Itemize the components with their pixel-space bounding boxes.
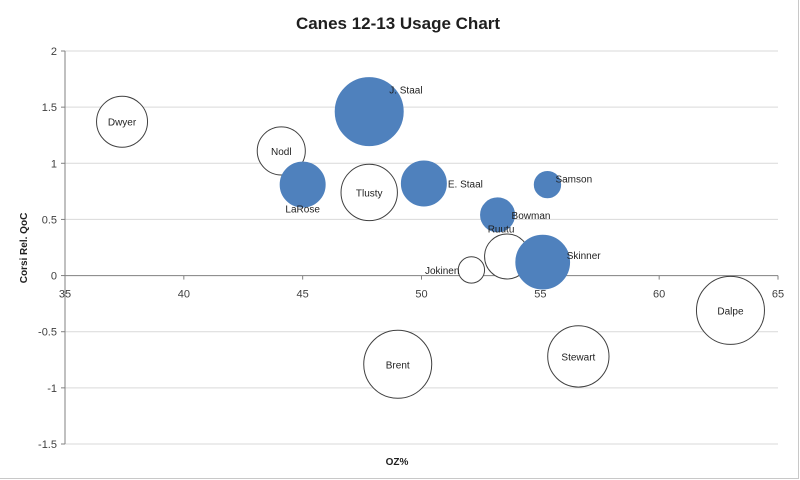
y-tick-label: 0.5 <box>42 214 57 226</box>
bubble-label: Jokinen <box>425 266 459 277</box>
y-tick-label: 0 <box>51 271 57 283</box>
bubble-label: LaRose <box>285 205 320 216</box>
tick-labels: -1.5 -1 -0.5 0 0.5 1 1.5 2 35 40 45 50 55 60 65 <box>38 46 784 451</box>
bubble-dalpe <box>695 275 765 345</box>
axes <box>61 50 779 445</box>
x-tick-label: 40 <box>178 289 190 301</box>
y-tick-label: 1 <box>51 158 57 170</box>
bubbles <box>96 77 765 399</box>
y-tick-label: -0.5 <box>38 327 57 339</box>
bubble-label: Brent <box>386 360 410 371</box>
bubble-label: Ruutu <box>488 224 515 235</box>
bubble-label: Nodl <box>271 147 292 158</box>
bubble-label: Bowman <box>512 211 551 222</box>
bubble-tlusty <box>340 163 398 222</box>
bubble-dwyer <box>96 95 149 148</box>
x-tick-label: 50 <box>415 289 427 301</box>
chart-title: Canes 12-13 Usage Chart <box>296 14 500 33</box>
x-tick-label: 45 <box>297 289 309 301</box>
bubble-brent <box>363 329 433 399</box>
bubble-jokinen <box>457 256 486 284</box>
y-tick-label: 1.5 <box>42 102 57 114</box>
bubble-label: Dwyer <box>108 118 137 129</box>
bubble-label: Tlusty <box>356 188 383 199</box>
bubble-label: Stewart <box>561 352 595 363</box>
x-tick-label: 60 <box>653 289 665 301</box>
y-tick-label: -1 <box>47 383 57 395</box>
x-tick-label: 35 <box>59 289 71 301</box>
bubble-skinner <box>515 234 571 290</box>
bubble-larose <box>279 161 326 208</box>
bubble-samson <box>533 170 562 199</box>
bubble-label: E. Staal <box>448 179 483 190</box>
bubble-nodl <box>256 126 306 176</box>
y-axis-title: Corsi Rel. QoC <box>19 213 30 284</box>
bubble-j-staal <box>334 77 404 147</box>
bubble-label: Dalpe <box>717 306 744 317</box>
bubble-label: J. Staal <box>389 86 422 97</box>
y-tick-label: 2 <box>51 46 57 58</box>
x-tick-label: 55 <box>534 289 546 301</box>
y-tick-label: -1.5 <box>38 439 57 451</box>
bubble-e-staal <box>400 160 447 207</box>
x-axis-title: OZ% <box>386 457 409 468</box>
bubble-labels: J. Staal Dwyer Nodl LaRose Tlusty E. Staal Sam… <box>108 86 744 372</box>
bubble-label: Samson <box>555 175 592 186</box>
bubble-bowman <box>480 197 516 233</box>
bubble-label: Skinner <box>567 251 602 262</box>
x-tick-label: 65 <box>772 289 784 301</box>
bubble-stewart <box>547 325 610 388</box>
